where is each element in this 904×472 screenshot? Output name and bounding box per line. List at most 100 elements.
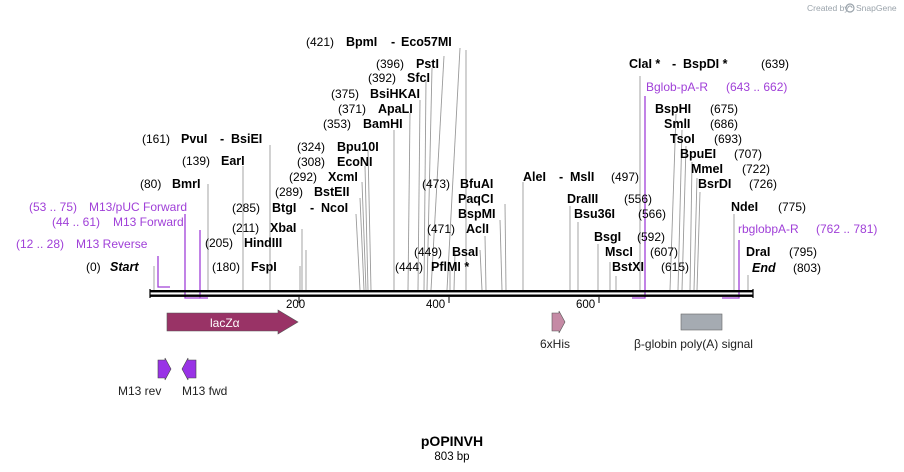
feature-6xhis: 6xHis bbox=[540, 310, 570, 351]
enzyme-position: (421) bbox=[306, 35, 334, 49]
enzyme-name: Bsu36I bbox=[574, 207, 615, 221]
enzyme-position: (675) bbox=[710, 102, 738, 116]
enzyme-name: BamHI bbox=[363, 117, 403, 131]
enzyme-position: (686) bbox=[710, 117, 738, 131]
tick-label: 400 bbox=[426, 299, 445, 311]
enzyme-separator: - bbox=[672, 57, 676, 71]
primer-name: M13/pUC Forward bbox=[89, 200, 187, 214]
enzyme-position: (449) bbox=[414, 245, 442, 259]
enzyme-name: DraI bbox=[746, 245, 770, 259]
enzyme-name: BfuAI bbox=[460, 177, 493, 191]
enzyme-name: MmeI bbox=[691, 162, 723, 176]
enzyme-position: (205) bbox=[205, 236, 233, 250]
enzyme-labels-right: AleI - MslI (497) DraIII (556) Bsu36I (5… bbox=[523, 57, 817, 274]
enzyme-position: (139) bbox=[182, 154, 210, 168]
end-position: (803) bbox=[793, 261, 821, 275]
enzyme-position: (444) bbox=[395, 260, 423, 274]
feature-label: M13 fwd bbox=[182, 384, 227, 398]
enzyme-name: BsaI bbox=[452, 245, 478, 259]
enzyme-name: BspMI bbox=[458, 207, 496, 221]
enzyme-position: (795) bbox=[789, 245, 817, 259]
feature-label: 6xHis bbox=[540, 337, 570, 351]
primer-range: (12 .. 28) bbox=[16, 237, 64, 251]
enzyme-name: BspHI bbox=[655, 102, 691, 116]
enzyme-position: (471) bbox=[427, 222, 455, 236]
primer-name: Bglob-pA-R bbox=[646, 80, 708, 94]
primer-bglob-par-mark bbox=[632, 96, 646, 299]
enzyme-position: (80) bbox=[140, 177, 161, 191]
enzyme-position: (211) bbox=[232, 221, 259, 235]
primer-name: rbglobpA-R bbox=[738, 222, 799, 236]
enzyme-name: BpuEI bbox=[680, 147, 716, 161]
enzyme-position: (285) bbox=[232, 201, 260, 215]
end-label: End bbox=[752, 261, 776, 275]
enzyme-position: (615) bbox=[661, 260, 689, 274]
enzyme-position: (473) bbox=[422, 177, 450, 191]
enzyme-name: BsrDI bbox=[698, 177, 731, 191]
enzyme-name: MslI bbox=[570, 170, 594, 184]
enzyme-position: (592) bbox=[637, 230, 665, 244]
enzyme-name: ApaLI bbox=[378, 102, 413, 116]
enzyme-name: BsgI bbox=[594, 230, 621, 244]
feature-lacz: lacZα bbox=[166, 309, 299, 335]
enzyme-position: (161) bbox=[142, 132, 170, 146]
enzyme-name: ClaI * bbox=[629, 57, 660, 71]
enzyme-position: (308) bbox=[297, 155, 325, 169]
plasmid-title: pOPINVH bbox=[421, 433, 483, 449]
feature-label: lacZα bbox=[210, 316, 240, 330]
enzyme-position: (396) bbox=[376, 57, 404, 71]
primer-range: (762 .. 781) bbox=[816, 222, 877, 236]
plasmid-length: 803 bp bbox=[434, 451, 469, 463]
enzyme-name: BspDI * bbox=[683, 57, 728, 71]
enzyme-name: BpmI bbox=[346, 35, 377, 49]
enzyme-position: (353) bbox=[323, 117, 351, 131]
feature-label: M13 rev bbox=[118, 384, 161, 398]
primer-m13-reverse-mark bbox=[157, 256, 170, 288]
enzyme-name: XcmI bbox=[328, 170, 358, 184]
enzyme-position: (607) bbox=[650, 245, 678, 259]
primer-name: M13 Reverse bbox=[76, 237, 148, 251]
enzyme-name: TsoI bbox=[670, 132, 695, 146]
snapgene-logo-icon bbox=[845, 3, 855, 13]
primer-marks bbox=[157, 96, 740, 299]
enzyme-position: (292) bbox=[289, 170, 317, 184]
enzyme-position: (375) bbox=[331, 87, 359, 101]
enzyme-name: BmrI bbox=[172, 177, 200, 191]
enzyme-name: MscI bbox=[605, 245, 633, 259]
enzyme-name: FspI bbox=[251, 260, 277, 274]
backbone bbox=[149, 289, 754, 298]
enzyme-separator: - bbox=[310, 201, 314, 215]
enzyme-name: SmlI bbox=[664, 117, 690, 131]
axis-ticks: 200 400 600 bbox=[286, 297, 600, 311]
enzyme-separator: - bbox=[559, 170, 563, 184]
enzyme-name: EcoNI bbox=[337, 155, 372, 169]
enzyme-name: SfcI bbox=[407, 71, 430, 85]
enzyme-position: (566) bbox=[638, 207, 666, 221]
primer-m13-puc-forward-mark bbox=[199, 230, 208, 299]
enzyme-name: PstI bbox=[416, 57, 439, 71]
enzyme-name: HindIII bbox=[244, 236, 282, 250]
enzyme-name: BstEII bbox=[314, 185, 349, 199]
feature-m13-rev: M13 rev bbox=[118, 357, 172, 398]
primer-range: (643 .. 662) bbox=[726, 80, 787, 94]
enzyme-name: Eco57MI bbox=[401, 35, 452, 49]
enzyme-name: PaqCI bbox=[458, 192, 493, 206]
enzyme-position: (639) bbox=[761, 57, 789, 71]
feature-label: β-globin poly(A) signal bbox=[634, 337, 753, 351]
enzyme-separator: - bbox=[391, 35, 395, 49]
enzyme-name: EarI bbox=[221, 154, 245, 168]
enzyme-position: (289) bbox=[275, 185, 303, 199]
enzyme-position: (371) bbox=[338, 102, 366, 116]
enzyme-name: NcoI bbox=[321, 201, 348, 215]
enzyme-name: NdeI bbox=[731, 200, 758, 214]
feature-bglobin-polya: β-globin poly(A) signal bbox=[634, 313, 753, 351]
primer-range: (44 .. 61) bbox=[52, 215, 100, 229]
enzyme-position: (556) bbox=[624, 192, 652, 206]
enzyme-name: XbaI bbox=[270, 221, 296, 235]
enzyme-name: PvuI bbox=[181, 132, 207, 146]
leader-lines bbox=[153, 47, 749, 291]
enzyme-position: (392) bbox=[368, 71, 396, 85]
enzyme-separator: - bbox=[220, 132, 224, 146]
tick-label: 200 bbox=[286, 299, 305, 311]
primer-rbglobpar-mark bbox=[722, 240, 740, 299]
